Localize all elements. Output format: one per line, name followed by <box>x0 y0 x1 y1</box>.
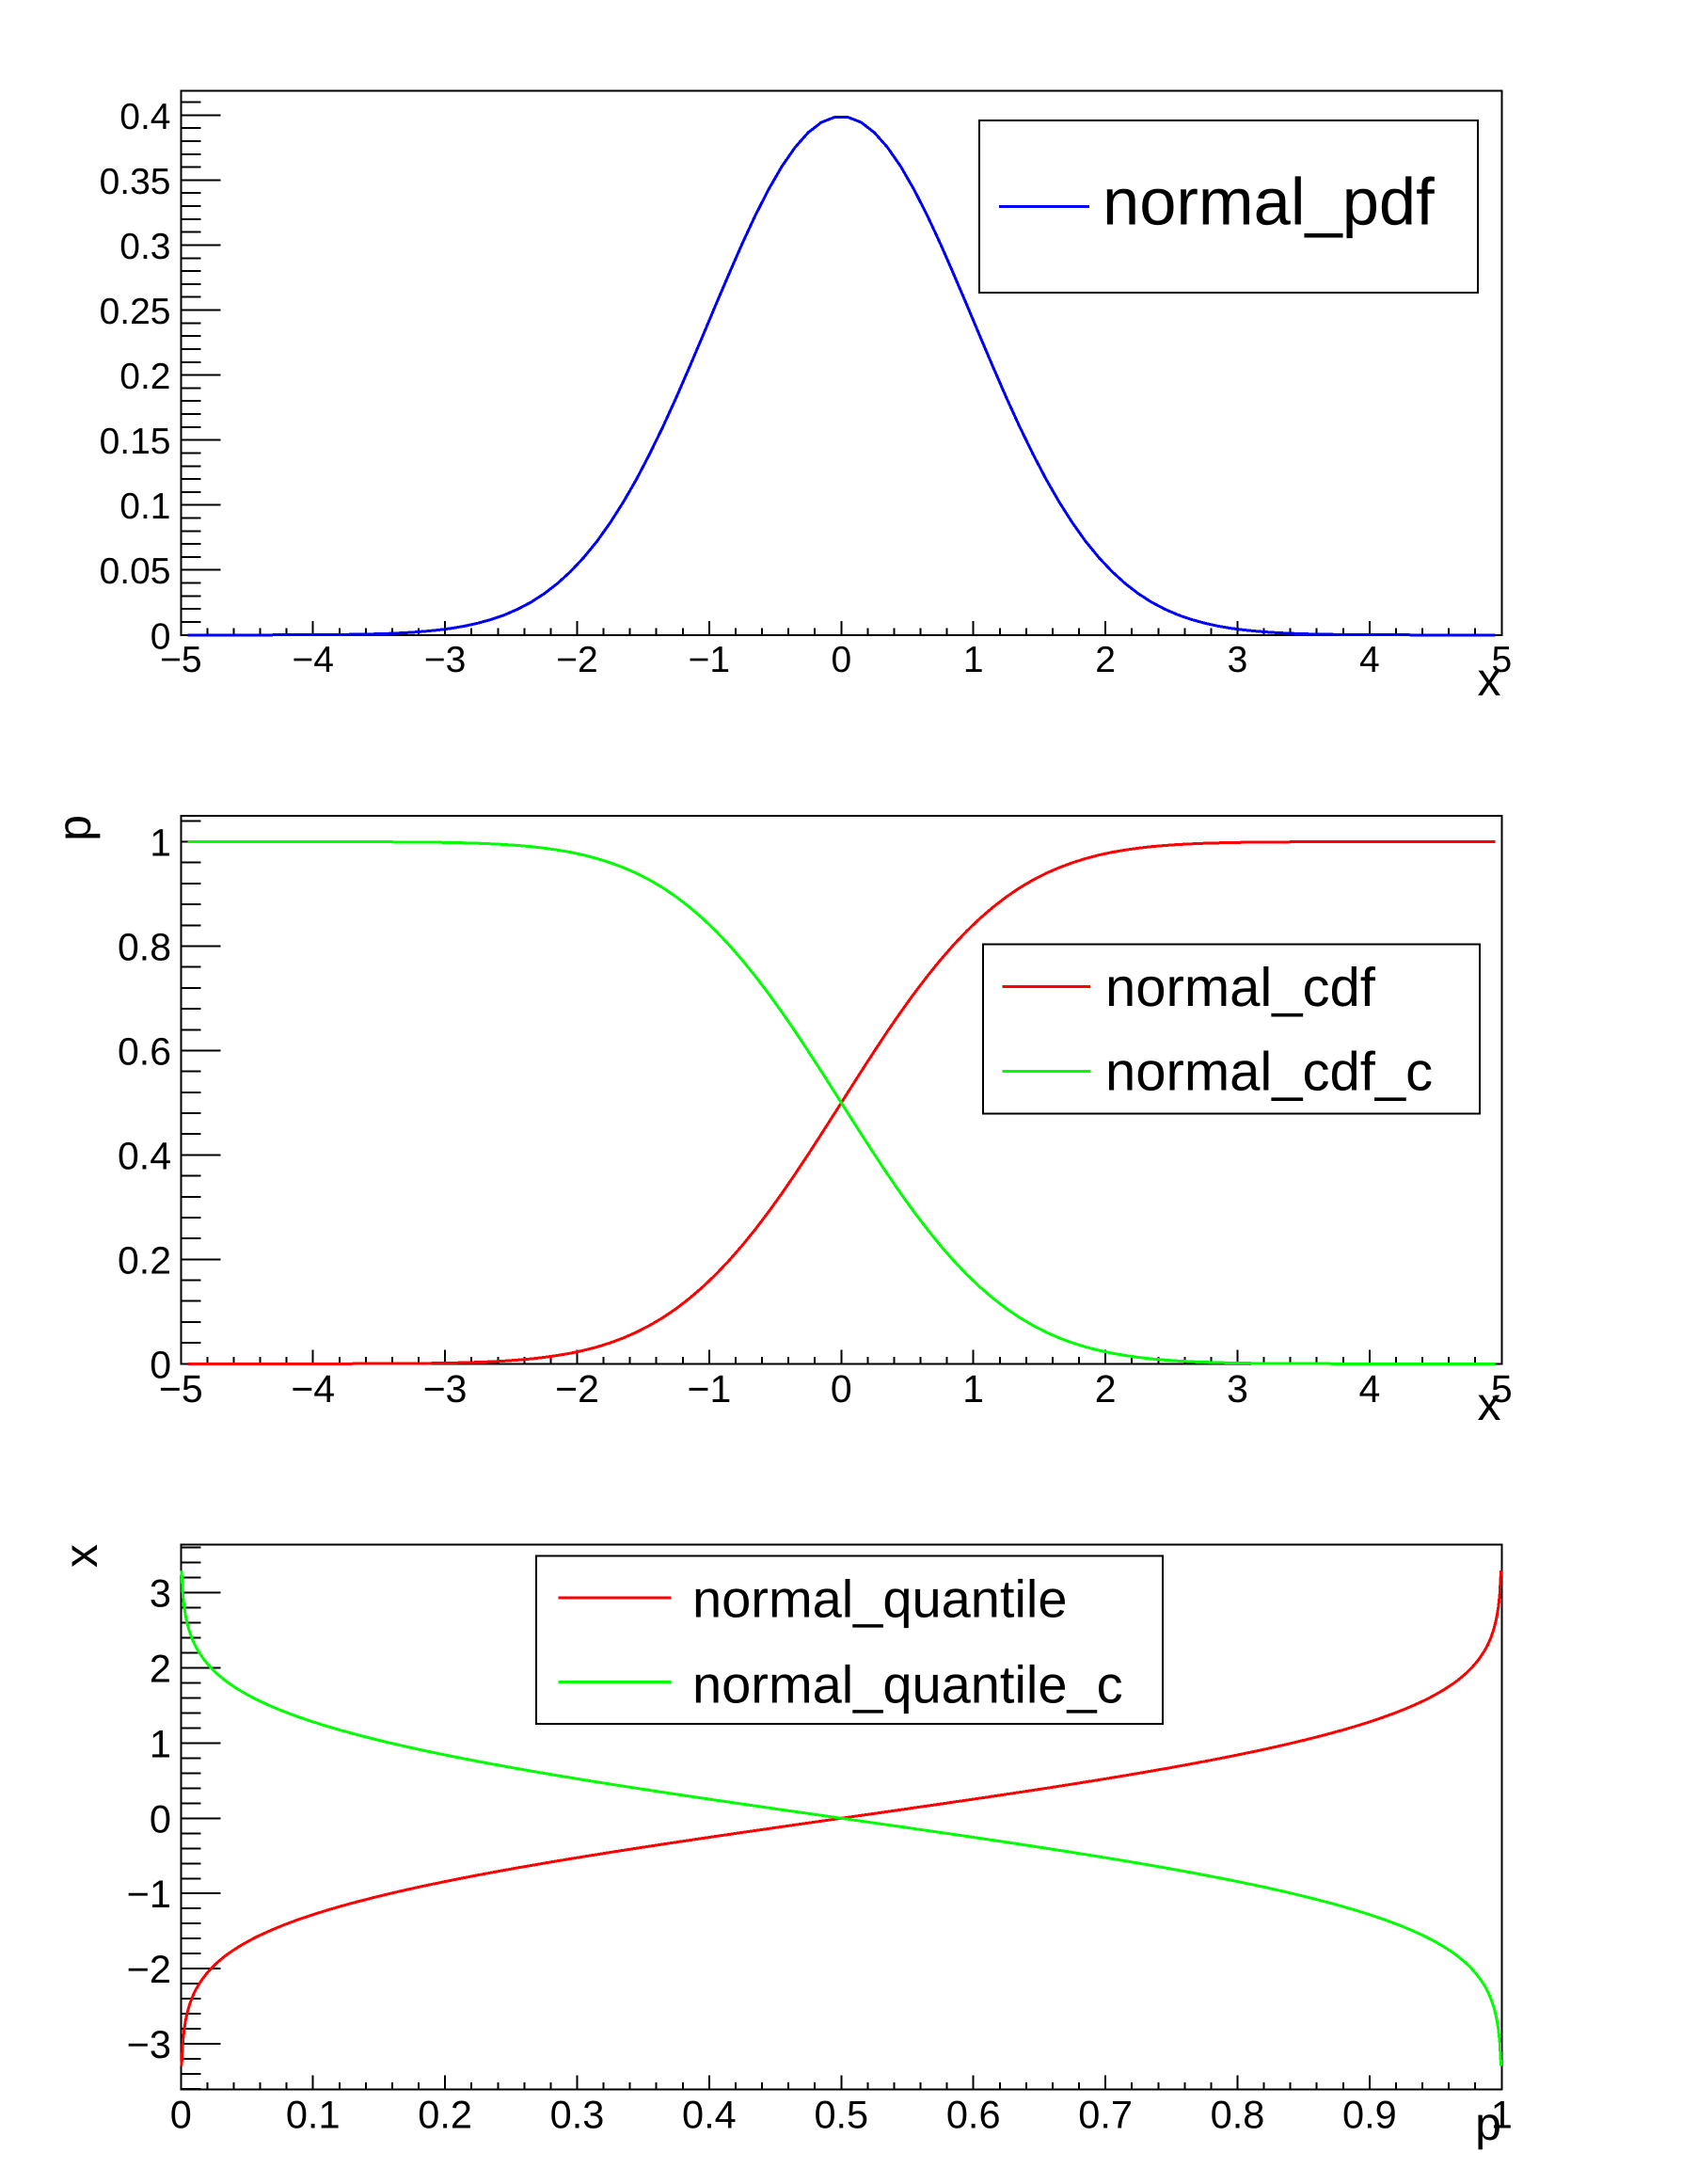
svg-text:0.6: 0.6 <box>946 2092 1001 2136</box>
svg-text:2: 2 <box>1095 1367 1117 1411</box>
svg-text:0.2: 0.2 <box>118 1238 171 1282</box>
svg-text:p: p <box>1475 2097 1501 2150</box>
svg-text:−3: −3 <box>127 2022 171 2066</box>
svg-text:p: p <box>48 815 101 841</box>
svg-text:5: 5 <box>1491 1367 1513 1411</box>
svg-text:0.5: 0.5 <box>814 2092 868 2136</box>
svg-text:0.6: 0.6 <box>118 1029 171 1073</box>
svg-text:−5: −5 <box>160 640 201 680</box>
svg-text:normal_cdf_c: normal_cdf_c <box>1105 1042 1433 1103</box>
svg-text:0: 0 <box>150 1796 171 1841</box>
svg-text:0.9: 0.9 <box>1342 2092 1397 2136</box>
svg-text:1: 1 <box>1491 2092 1513 2136</box>
svg-text:0: 0 <box>831 1367 852 1411</box>
svg-text:1: 1 <box>963 640 984 680</box>
svg-text:5: 5 <box>1491 640 1512 680</box>
svg-text:0: 0 <box>170 2092 192 2136</box>
svg-text:−4: −4 <box>292 640 333 680</box>
svg-text:−2: −2 <box>555 1367 599 1411</box>
svg-text:normal_cdf: normal_cdf <box>1105 957 1376 1018</box>
svg-text:0.3: 0.3 <box>119 227 170 267</box>
svg-text:0.4: 0.4 <box>682 2092 737 2136</box>
svg-text:0.05: 0.05 <box>100 551 171 592</box>
svg-text:normal_quantile_c: normal_quantile_c <box>692 1655 1123 1714</box>
svg-text:2: 2 <box>1095 640 1116 680</box>
svg-text:−1: −1 <box>688 1367 732 1411</box>
svg-text:0: 0 <box>150 1343 171 1386</box>
svg-text:0: 0 <box>831 640 851 680</box>
svg-text:−4: −4 <box>291 1367 335 1411</box>
svg-text:2: 2 <box>150 1646 171 1690</box>
svg-text:0.4: 0.4 <box>119 97 170 137</box>
svg-text:3: 3 <box>1227 1367 1248 1411</box>
svg-text:−1: −1 <box>689 640 730 680</box>
svg-text:0.2: 0.2 <box>418 2092 472 2136</box>
svg-text:0.7: 0.7 <box>1078 2092 1133 2136</box>
svg-text:0.15: 0.15 <box>100 422 171 462</box>
svg-text:0.4: 0.4 <box>118 1134 171 1177</box>
svg-text:0.3: 0.3 <box>550 2092 605 2136</box>
svg-text:0: 0 <box>151 616 171 657</box>
svg-text:0.8: 0.8 <box>1211 2092 1265 2136</box>
svg-text:1: 1 <box>962 1367 984 1411</box>
svg-text:normal_quantile: normal_quantile <box>692 1570 1067 1629</box>
svg-text:0.2: 0.2 <box>119 357 170 397</box>
svg-text:x: x <box>55 1544 107 1568</box>
svg-text:−3: −3 <box>424 640 466 680</box>
svg-text:0.1: 0.1 <box>119 486 170 527</box>
svg-text:−2: −2 <box>127 1947 171 1991</box>
svg-text:0.1: 0.1 <box>286 2092 341 2136</box>
svg-text:0.25: 0.25 <box>100 292 171 332</box>
svg-text:1: 1 <box>150 821 171 865</box>
svg-text:x: x <box>1478 653 1501 706</box>
svg-text:−2: −2 <box>556 640 597 680</box>
svg-text:0.35: 0.35 <box>100 162 171 202</box>
svg-text:normal_pdf: normal_pdf <box>1103 165 1435 239</box>
svg-text:x: x <box>1478 1378 1501 1430</box>
svg-text:−1: −1 <box>127 1872 171 1916</box>
svg-text:4: 4 <box>1359 640 1380 680</box>
svg-text:1: 1 <box>150 1721 171 1765</box>
svg-text:−5: −5 <box>159 1367 203 1411</box>
svg-text:−3: −3 <box>423 1367 468 1411</box>
svg-text:0.8: 0.8 <box>118 926 171 969</box>
svg-text:3: 3 <box>1228 640 1248 680</box>
svg-text:4: 4 <box>1358 1367 1380 1411</box>
svg-text:3: 3 <box>150 1570 171 1615</box>
